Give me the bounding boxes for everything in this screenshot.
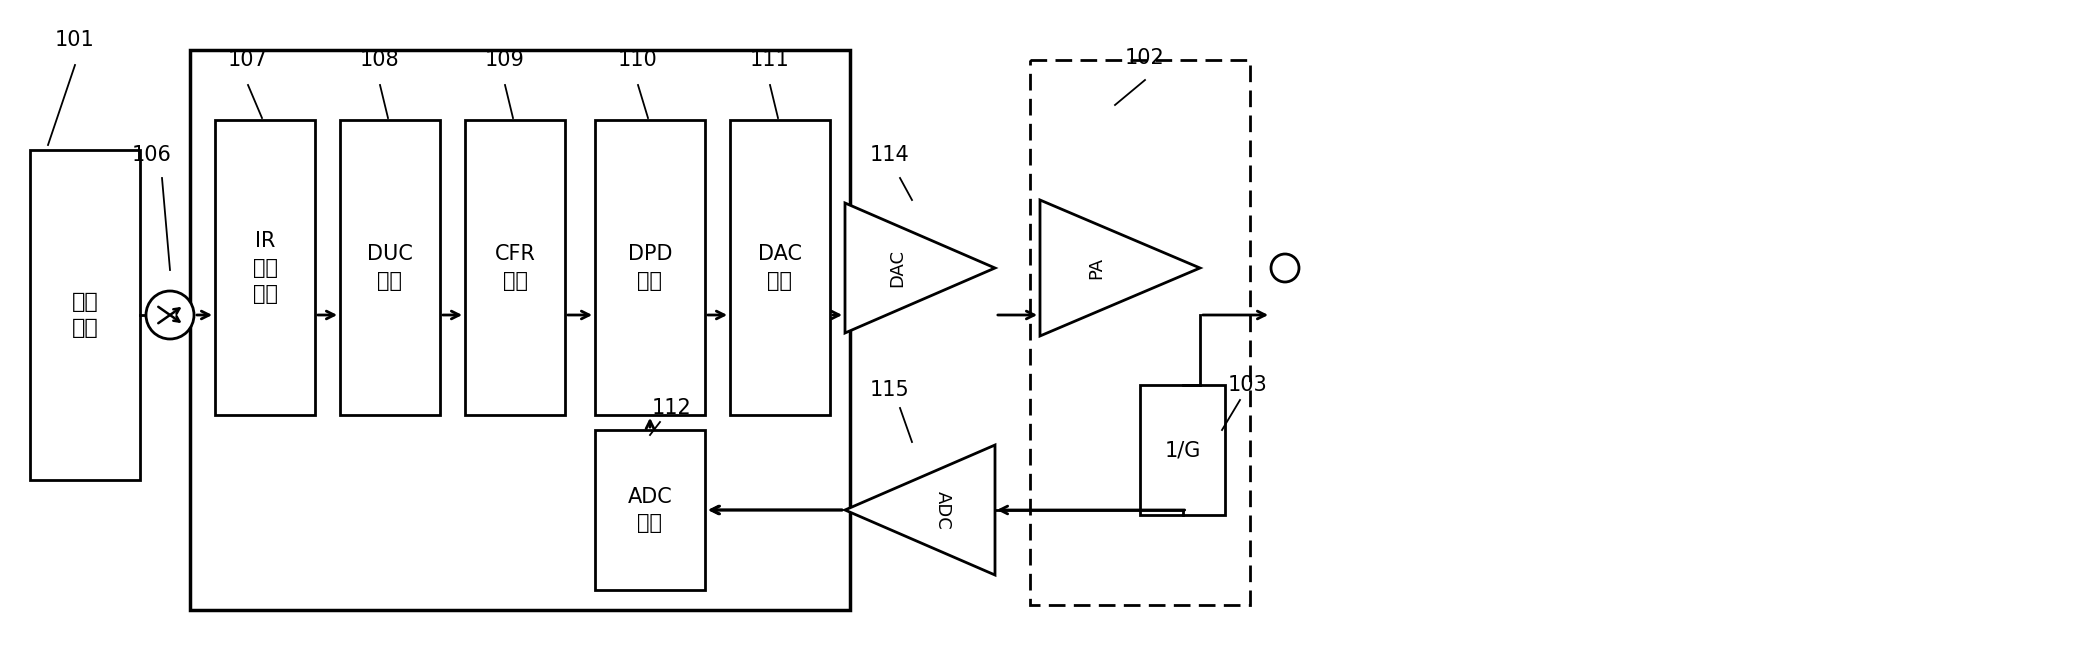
Text: 114: 114	[869, 145, 909, 165]
Text: PA: PA	[1088, 257, 1104, 279]
Text: 基带
单元: 基带 单元	[71, 292, 98, 338]
Polygon shape	[844, 445, 994, 575]
Text: 107: 107	[229, 50, 268, 70]
Text: IR
接口
模块: IR 接口 模块	[252, 231, 277, 304]
Text: DAC
接口: DAC 接口	[757, 245, 803, 291]
Polygon shape	[1040, 200, 1200, 336]
Text: 106: 106	[131, 145, 173, 165]
Text: 112: 112	[653, 398, 693, 418]
Bar	[189, 50, 851, 610]
Bar	[595, 430, 705, 590]
Text: ADC: ADC	[934, 491, 951, 530]
Bar	[1140, 385, 1225, 515]
Text: 102: 102	[1125, 48, 1165, 68]
Text: ADC
接口: ADC 接口	[628, 487, 672, 533]
Text: 109: 109	[485, 50, 524, 70]
Circle shape	[1271, 254, 1300, 282]
Text: 115: 115	[869, 380, 909, 400]
Text: 1/G: 1/G	[1165, 440, 1200, 460]
Bar	[214, 120, 314, 415]
Bar	[29, 150, 139, 480]
Text: CFR
模块: CFR 模块	[495, 245, 535, 291]
Text: 108: 108	[360, 50, 399, 70]
Text: DUC
模块: DUC 模块	[366, 245, 414, 291]
Text: 101: 101	[56, 30, 96, 50]
Text: DPD
模块: DPD 模块	[628, 245, 672, 291]
Polygon shape	[844, 203, 994, 333]
Bar	[1030, 60, 1250, 605]
Text: 111: 111	[751, 50, 790, 70]
Bar	[466, 120, 566, 415]
Circle shape	[146, 291, 193, 339]
Text: DAC: DAC	[888, 249, 907, 287]
Bar	[730, 120, 830, 415]
Bar	[339, 120, 441, 415]
Text: 110: 110	[618, 50, 657, 70]
Text: 103: 103	[1227, 375, 1269, 395]
Bar	[595, 120, 705, 415]
